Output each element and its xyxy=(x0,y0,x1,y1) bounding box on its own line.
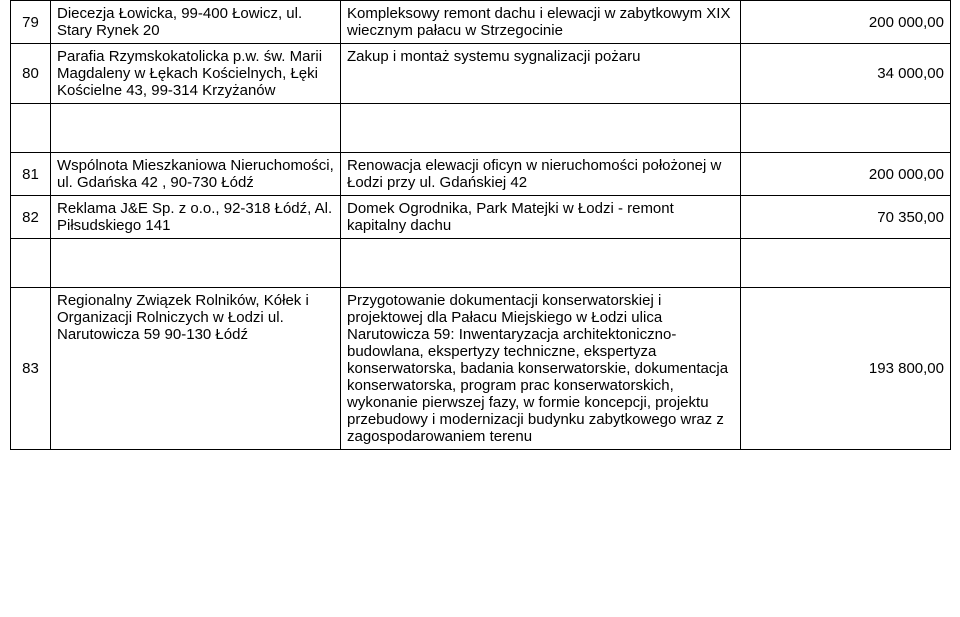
cell-description: Przygotowanie dokumentacji konserwatorsk… xyxy=(341,288,741,450)
table-row: 83 Regionalny Związek Rolników, Kółek i … xyxy=(11,288,951,450)
cell-description: Domek Ogrodnika, Park Matejki w Łodzi - … xyxy=(341,196,741,239)
cell-amount: 200 000,00 xyxy=(741,153,951,196)
table-row: 82 Reklama J&E Sp. z o.o., 92-318 Łódź, … xyxy=(11,196,951,239)
cell-description: Kompleksowy remont dachu i elewacji w za… xyxy=(341,1,741,44)
cell-amount: 200 000,00 xyxy=(741,1,951,44)
cell-description: Zakup i montaż systemu sygnalizacji poża… xyxy=(341,44,741,104)
cell-number: 80 xyxy=(11,44,51,104)
spacer-row xyxy=(11,239,951,288)
table-row: 80 Parafia Rzymskokatolicka p.w. św. Mar… xyxy=(11,44,951,104)
table-row: 79 Diecezja Łowicka, 99-400 Łowicz, ul. … xyxy=(11,1,951,44)
cell-number: 83 xyxy=(11,288,51,450)
cell-description: Renowacja elewacji oficyn w nieruchomośc… xyxy=(341,153,741,196)
cell-applicant: Reklama J&E Sp. z o.o., 92-318 Łódź, Al.… xyxy=(51,196,341,239)
cell-applicant: Wspólnota Mieszkaniowa Nieruchomości, ul… xyxy=(51,153,341,196)
cell-number: 79 xyxy=(11,1,51,44)
table-row: 81 Wspólnota Mieszkaniowa Nieruchomości,… xyxy=(11,153,951,196)
cell-amount: 34 000,00 xyxy=(741,44,951,104)
cell-applicant: Regionalny Związek Rolników, Kółek i Org… xyxy=(51,288,341,450)
cell-amount: 70 350,00 xyxy=(741,196,951,239)
cell-number: 82 xyxy=(11,196,51,239)
cell-amount: 193 800,00 xyxy=(741,288,951,450)
cell-applicant: Parafia Rzymskokatolicka p.w. św. Marii … xyxy=(51,44,341,104)
cell-number: 81 xyxy=(11,153,51,196)
cell-applicant: Diecezja Łowicka, 99-400 Łowicz, ul. Sta… xyxy=(51,1,341,44)
spacer-row xyxy=(11,104,951,153)
data-table: 79 Diecezja Łowicka, 99-400 Łowicz, ul. … xyxy=(10,0,951,450)
